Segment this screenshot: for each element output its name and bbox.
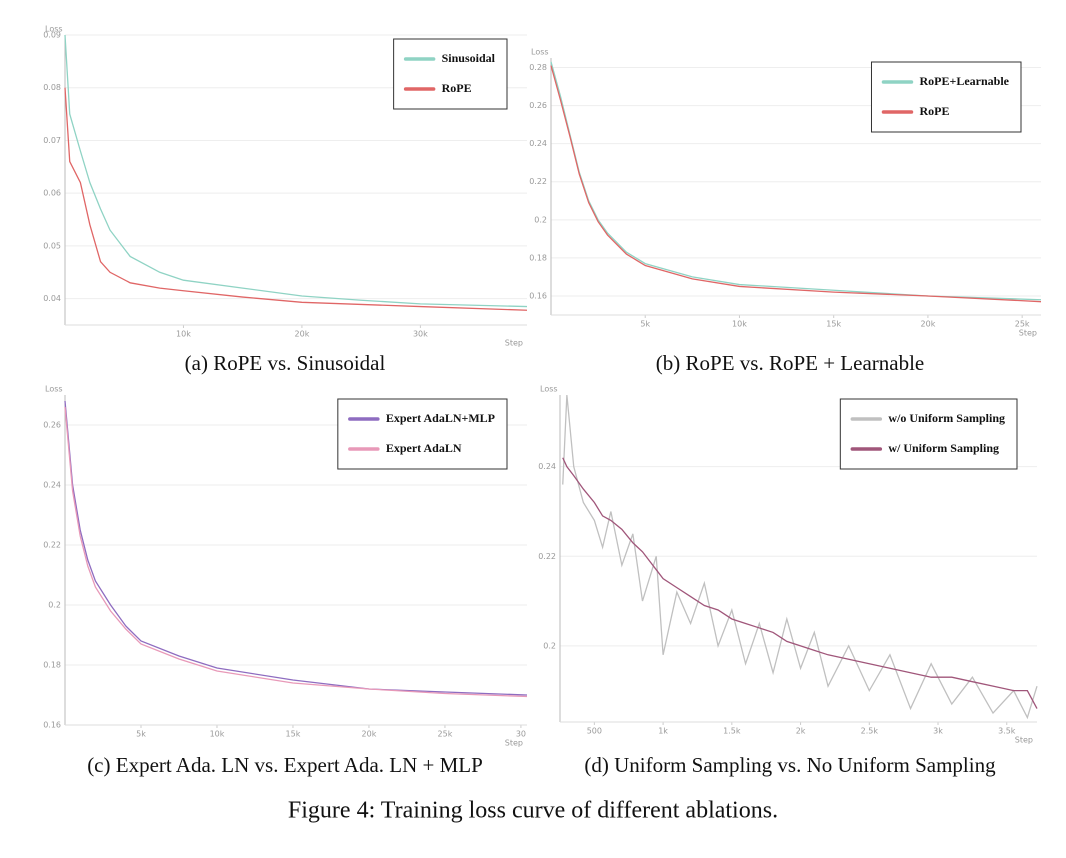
x-tick-label: 15k xyxy=(826,320,841,329)
legend-label: Expert AdaLN+MLP xyxy=(386,411,495,425)
x-tick-label: 3k xyxy=(933,727,943,736)
x-tick-label: 10k xyxy=(176,330,191,339)
x-tick-label: 5k xyxy=(640,320,650,329)
series-line xyxy=(562,457,1038,709)
y-tick-label: 0.26 xyxy=(529,101,547,110)
x-axis-label: Step xyxy=(505,739,523,748)
legend-box xyxy=(337,398,508,470)
x-axis-label: Step xyxy=(505,339,523,348)
x-tick-label: 3.5k xyxy=(998,727,1016,736)
y-tick-label: 0.16 xyxy=(43,721,61,730)
series-line xyxy=(550,65,1042,303)
y-tick-label: 0.07 xyxy=(43,136,61,145)
panel-caption: (d) Uniform Sampling vs. No Uniform Samp… xyxy=(584,753,996,777)
x-tick-label: 20k xyxy=(921,320,936,329)
y-axis-label: Loss xyxy=(45,25,63,34)
y-tick-label: 0.06 xyxy=(43,189,61,198)
legend-label: Sinusoidal xyxy=(442,51,496,65)
y-axis-label: Loss xyxy=(45,385,63,394)
figure-caption: Figure 4: Training loss curve of differe… xyxy=(288,798,778,824)
y-axis-label: Loss xyxy=(540,385,558,394)
y-tick-label: 0.09 xyxy=(43,31,61,40)
x-tick-label: 25k xyxy=(438,730,453,739)
x-tick-label: 30 xyxy=(516,730,526,739)
x-tick-label: 30k xyxy=(413,330,428,339)
x-tick-label: 10k xyxy=(210,730,225,739)
x-tick-label: 1k xyxy=(658,727,668,736)
x-axis-label: Step xyxy=(1015,736,1033,745)
x-tick-label: 20k xyxy=(362,730,377,739)
panel-caption: (c) Expert Ada. LN vs. Expert Ada. LN + … xyxy=(87,753,483,777)
y-tick-label: 0.24 xyxy=(43,481,61,490)
x-tick-label: 15k xyxy=(286,730,301,739)
series-line xyxy=(64,406,528,698)
legend-box xyxy=(870,61,1022,133)
x-tick-label: 2k xyxy=(796,727,806,736)
x-tick-label: 500 xyxy=(587,727,602,736)
series-line xyxy=(64,87,528,311)
y-tick-label: 0.28 xyxy=(529,63,547,72)
x-tick-label: 25k xyxy=(1015,320,1030,329)
y-tick-label: 0.22 xyxy=(538,552,556,561)
y-tick-label: 0.24 xyxy=(538,462,556,471)
x-tick-label: 20k xyxy=(295,330,310,339)
y-tick-label: 0.16 xyxy=(529,291,547,300)
x-tick-label: 2.5k xyxy=(861,727,879,736)
x-tick-label: 5k xyxy=(136,730,146,739)
y-tick-label: 0.04 xyxy=(43,294,61,303)
legend-label: w/ Uniform Sampling xyxy=(888,441,999,455)
y-tick-label: 0.26 xyxy=(43,421,61,430)
y-tick-label: 0.2 xyxy=(543,641,556,650)
y-tick-label: 0.05 xyxy=(43,241,61,250)
x-tick-label: 1.5k xyxy=(723,727,741,736)
legend-label: RoPE xyxy=(442,81,472,95)
y-tick-label: 0.22 xyxy=(43,541,61,550)
legend-box xyxy=(393,38,508,110)
y-tick-label: 0.08 xyxy=(43,83,61,92)
y-tick-label: 0.22 xyxy=(529,177,547,186)
legend-label: w/o Uniform Sampling xyxy=(888,411,1005,425)
legend-label: RoPE xyxy=(919,104,949,118)
y-axis-label: Loss xyxy=(531,48,549,57)
y-tick-label: 0.2 xyxy=(48,601,61,610)
series-line xyxy=(64,34,528,308)
legend-box xyxy=(839,398,1018,470)
y-tick-label: 0.18 xyxy=(529,253,547,262)
panel-caption: (a) RoPE vs. Sinusoidal xyxy=(185,351,386,375)
x-tick-label: 10k xyxy=(732,320,747,329)
panel-caption: (b) RoPE vs. RoPE + Learnable xyxy=(656,351,924,375)
y-tick-label: 0.2 xyxy=(534,215,547,224)
legend-label: Expert AdaLN xyxy=(386,441,462,455)
y-tick-label: 0.24 xyxy=(529,139,547,148)
y-tick-label: 0.18 xyxy=(43,661,61,670)
x-axis-label: Step xyxy=(1019,329,1037,338)
legend-label: RoPE+Learnable xyxy=(919,74,1009,88)
